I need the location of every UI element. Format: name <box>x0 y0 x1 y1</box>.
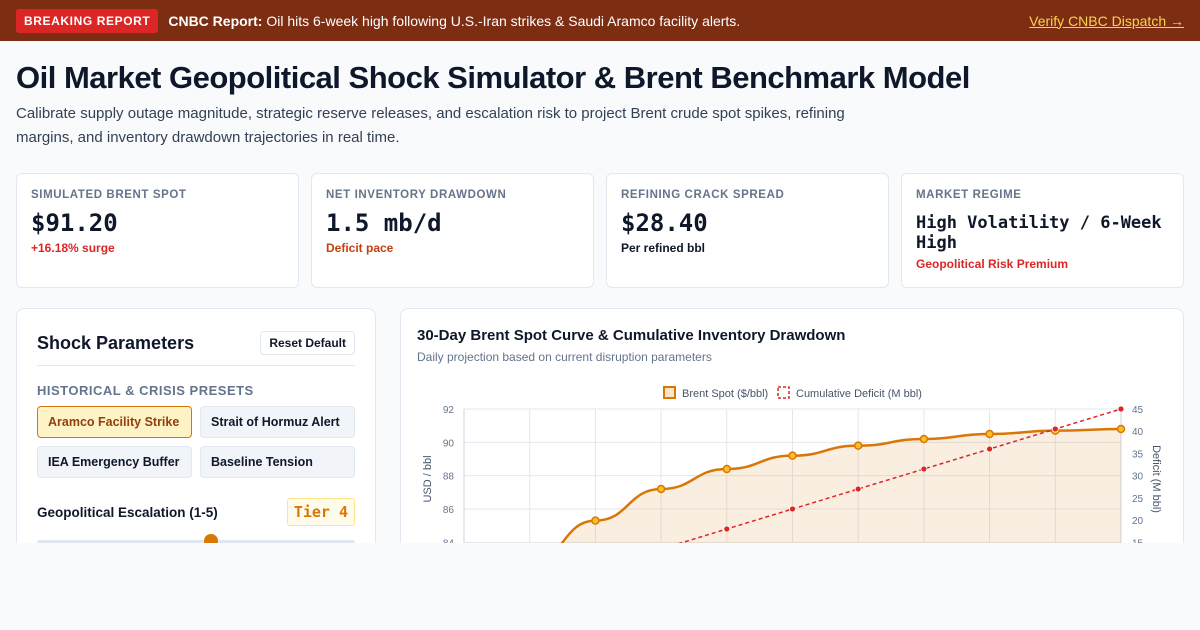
chart-subtitle: Daily projection based on current disrup… <box>417 350 712 364</box>
kpi-note: Deficit pace <box>326 241 394 255</box>
deficit-point <box>854 485 862 493</box>
brent-point <box>591 516 600 525</box>
kpi-crack-spread: REFINING CRACK SPREAD $28.40 Per refined… <box>606 173 889 288</box>
kpi-label: REFINING CRACK SPREAD <box>621 189 785 201</box>
legend-label-deficit: Cumulative Deficit (M bbl) <box>796 388 922 400</box>
news-headline: Oil hits 6-week high following U.S.-Iran… <box>266 12 741 29</box>
news-source: CNBC Report: <box>168 12 263 29</box>
y2-tick-label: 20 <box>1132 516 1144 527</box>
shock-parameters-panel: Shock Parameters Reset Default HISTORICA… <box>16 308 376 568</box>
kpi-label: SIMULATED BRENT SPOT <box>31 189 187 201</box>
deficit-point <box>789 505 796 513</box>
preset-grid: Aramco Facility Strike Strait of Hormuz … <box>37 406 355 478</box>
escalation-tier-value: Tier 4 <box>286 498 355 526</box>
presets-label: HISTORICAL & CRISIS PRESETS <box>37 383 254 398</box>
kpi-value: $28.40 <box>621 209 708 237</box>
deficit-point <box>986 445 993 453</box>
breaking-report-badge: BREAKING REPORT <box>16 8 159 33</box>
panel-title: Shock Parameters <box>37 332 195 353</box>
kpi-value: 1.5 mb/d <box>326 209 442 237</box>
breaking-news-banner: BREAKING REPORT CNBC Report: Oil hits 6-… <box>0 0 1200 41</box>
brent-point <box>788 451 797 460</box>
y2-tick-label: 25 <box>1132 494 1144 505</box>
page-subtitle: Calibrate supply outage magnitude, strat… <box>16 105 845 146</box>
news-ticker: CNBC Report: Oil hits 6-week high follow… <box>168 13 740 29</box>
kpi-market-regime: MARKET REGIME High Volatility / 6-Week H… <box>901 173 1184 288</box>
y2-axis-label: Deficit (M bbl) <box>1150 445 1162 513</box>
escalation-row: Geopolitical Escalation (1-5) Tier 4 <box>37 498 355 526</box>
brent-point <box>722 464 732 474</box>
y-tick-label: 92 <box>443 405 455 416</box>
deficit-point <box>1117 405 1125 413</box>
panel-header: Shock Parameters Reset Default <box>37 331 355 366</box>
kpi-value: $91.20 <box>31 209 118 237</box>
kpi-note: +16.18% surge <box>31 241 115 255</box>
viewport-cutoff <box>0 543 1200 630</box>
brent-point <box>985 429 994 439</box>
kpi-label: MARKET REGIME <box>916 189 1022 201</box>
y-tick-label: 88 <box>443 472 455 483</box>
preset-aramco-strike[interactable]: Aramco Facility Strike <box>37 406 192 438</box>
chart-title: 30-Day Brent Spot Curve & Cumulative Inv… <box>417 327 846 344</box>
y2-tick-label: 45 <box>1132 405 1144 416</box>
legend-label-brent: Brent Spot ($/bbl) <box>682 388 768 400</box>
kpi-inventory-drawdown: NET INVENTORY DRAWDOWN 1.5 mb/d Deficit … <box>311 173 594 288</box>
kpi-note: Geopolitical Risk Premium <box>916 257 1069 271</box>
brent-point <box>1116 424 1126 434</box>
legend-swatch-brent <box>663 386 676 399</box>
kpi-brent-spot: SIMULATED BRENT SPOT $91.20 +16.18% surg… <box>16 173 299 288</box>
reset-default-button[interactable]: Reset Default <box>260 331 355 355</box>
preset-hormuz-alert[interactable]: Strait of Hormuz Alert <box>200 406 355 438</box>
kpi-label: NET INVENTORY DRAWDOWN <box>326 189 507 201</box>
chart-panel: 30-Day Brent Spot Curve & Cumulative Inv… <box>400 308 1184 569</box>
legend-swatch-deficit <box>777 386 790 399</box>
brent-chart: 92908886848245403530252015USD / bblDefic… <box>422 386 1162 569</box>
brent-point <box>656 484 666 494</box>
y2-tick-label: 35 <box>1132 449 1144 460</box>
y-axis-label: USD / bbl <box>422 455 434 502</box>
y-tick-label: 90 <box>443 438 455 449</box>
kpi-note: Per refined bbl <box>621 241 706 255</box>
y2-tick-label: 30 <box>1132 472 1144 483</box>
escalation-label: Geopolitical Escalation (1-5) <box>37 504 218 520</box>
kpi-value: High Volatility / 6-Week High <box>916 213 1162 253</box>
brent-point <box>919 434 929 444</box>
y-tick-label: 86 <box>443 505 455 516</box>
brent-point <box>853 441 863 450</box>
brent-area <box>516 429 1121 569</box>
deficit-point <box>723 525 731 533</box>
verify-dispatch-link[interactable]: Verify CNBC Dispatch → <box>1029 12 1184 29</box>
page-title: Oil Market Geopolitical Shock Simulator … <box>16 60 970 95</box>
deficit-point <box>1051 425 1059 433</box>
preset-baseline-tension[interactable]: Baseline Tension <box>200 446 355 478</box>
preset-iea-buffer[interactable]: IEA Emergency Buffer <box>37 446 192 478</box>
y2-tick-label: 40 <box>1132 427 1144 438</box>
deficit-point <box>920 465 928 473</box>
